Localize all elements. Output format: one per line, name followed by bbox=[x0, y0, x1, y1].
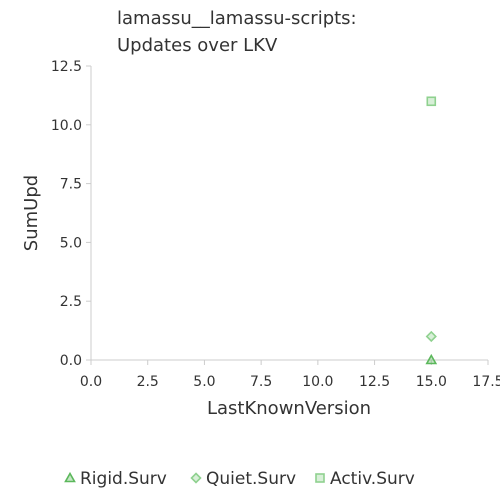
legend-label: Rigid.Surv bbox=[80, 469, 167, 489]
x-axis: 0.0 2.5 5.0 7.5 10.0 12.5 15.0 17.5 bbox=[80, 359, 500, 390]
legend: Rigid.Surv Quiet.Surv Activ.Surv bbox=[64, 469, 415, 489]
x-tick-label: 7.5 bbox=[250, 374, 272, 390]
x-tick-label: 5.0 bbox=[193, 374, 215, 390]
y-tick-label: 2.5 bbox=[60, 294, 82, 310]
x-tick-label: 12.5 bbox=[359, 374, 390, 390]
legend-marker-activ-surv bbox=[315, 473, 325, 483]
legend-label: Quiet.Surv bbox=[206, 469, 296, 489]
y-axis-label: SumUpd bbox=[21, 175, 42, 251]
x-axis-label: LastKnownVersion bbox=[207, 398, 371, 419]
y-tick-label: 12.5 bbox=[51, 59, 82, 75]
data-point-activ-surv bbox=[426, 96, 437, 107]
x-tick-label: 10.0 bbox=[302, 374, 333, 390]
y-tick-label: 0.0 bbox=[60, 353, 82, 369]
chart-title: lamassu__lamassu-scripts: Updates over L… bbox=[117, 8, 357, 56]
x-tick-label: 15.0 bbox=[416, 374, 447, 390]
title-line-1: lamassu__lamassu-scripts: bbox=[117, 8, 357, 29]
legend-label: Activ.Surv bbox=[330, 469, 415, 489]
x-tick-label: 17.5 bbox=[472, 374, 500, 390]
title-line-2: Updates over LKV bbox=[117, 35, 278, 56]
x-tick-label: 0.0 bbox=[80, 374, 102, 390]
y-axis: 0.0 2.5 5.0 7.5 10.0 12.5 bbox=[51, 59, 92, 369]
data-point-quiet-surv bbox=[425, 330, 437, 343]
legend-marker-rigid-surv bbox=[64, 471, 76, 483]
x-tick-label: 2.5 bbox=[137, 374, 159, 390]
legend-marker-quiet-surv bbox=[190, 472, 202, 484]
data-point-rigid-surv bbox=[425, 353, 438, 365]
y-tick-label: 5.0 bbox=[60, 235, 82, 251]
data-points bbox=[425, 96, 438, 365]
y-tick-label: 10.0 bbox=[51, 118, 82, 134]
y-tick-label: 7.5 bbox=[60, 177, 82, 193]
